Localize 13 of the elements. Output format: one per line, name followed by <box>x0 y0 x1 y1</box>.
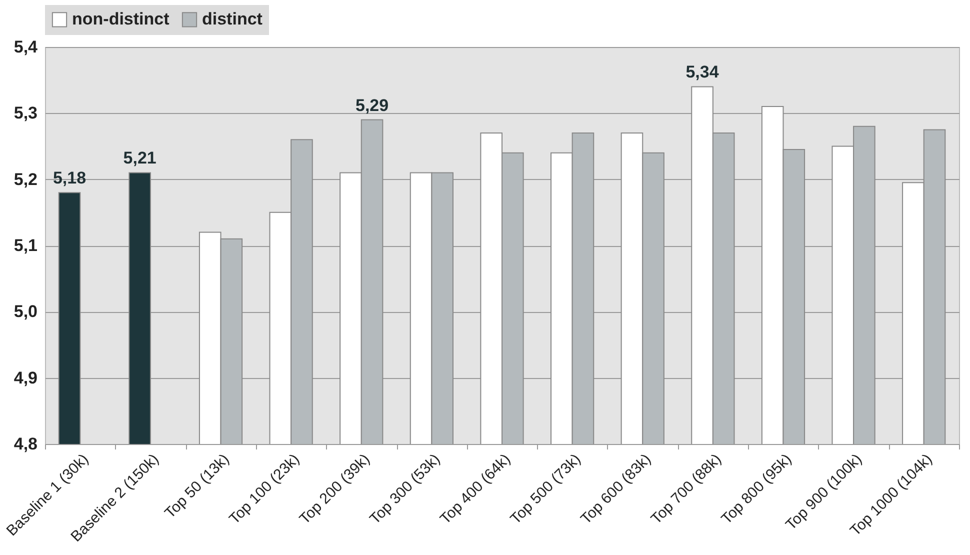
y-tick-label: 5,3 <box>14 104 38 123</box>
y-tick-label: 5,4 <box>14 38 38 56</box>
data-label: 5,18 <box>52 168 86 188</box>
y-tick-label: 5,0 <box>14 302 38 322</box>
legend-label: non-distinct <box>72 10 170 29</box>
data-label: 5,29 <box>355 96 389 115</box>
y-tick-label: 4,9 <box>14 368 38 388</box>
y-tick-label: 4,8 <box>14 434 38 454</box>
legend-label: distinct <box>202 10 263 29</box>
y-tick-label: 5,1 <box>14 236 38 255</box>
y-tick-label: 5,2 <box>14 170 38 189</box>
data-label: 5,34 <box>686 62 720 82</box>
data-label: 5,21 <box>123 148 156 168</box>
